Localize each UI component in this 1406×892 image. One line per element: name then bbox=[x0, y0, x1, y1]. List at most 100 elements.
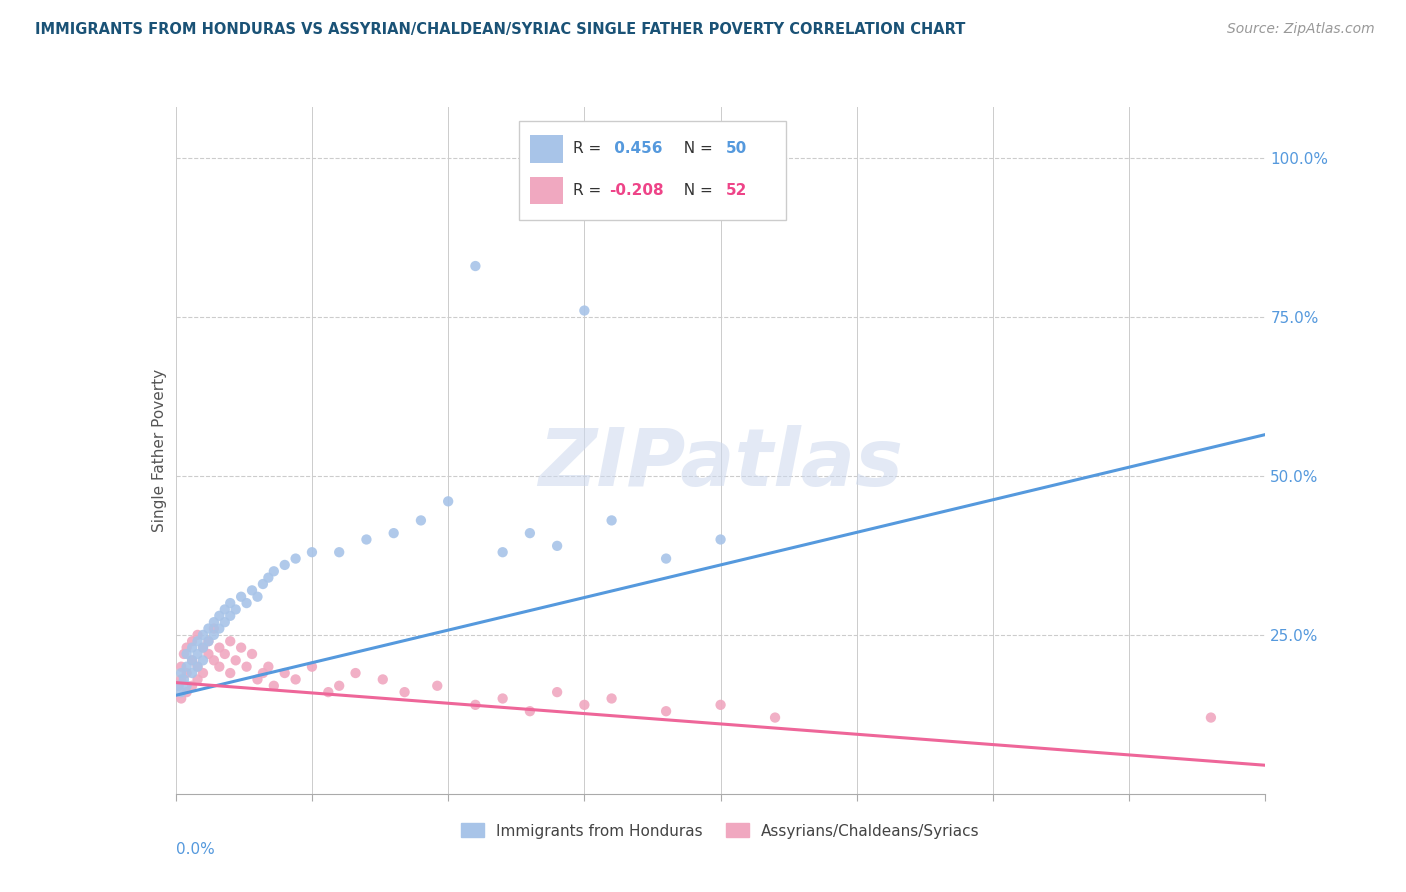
Point bbox=[655, 551, 678, 566]
Point bbox=[252, 666, 274, 681]
Point bbox=[208, 640, 231, 655]
Point bbox=[197, 647, 219, 661]
Point bbox=[219, 608, 242, 623]
Point bbox=[710, 698, 733, 712]
Point bbox=[208, 659, 231, 673]
Point bbox=[186, 634, 209, 648]
Point bbox=[202, 653, 225, 667]
Point bbox=[170, 685, 193, 699]
Point bbox=[186, 659, 209, 673]
Text: -0.208: -0.208 bbox=[609, 183, 664, 198]
Text: 0.456: 0.456 bbox=[609, 141, 664, 156]
Point bbox=[197, 634, 219, 648]
Point bbox=[191, 666, 214, 681]
Point bbox=[167, 679, 190, 693]
Point bbox=[225, 602, 247, 616]
Point bbox=[464, 259, 486, 273]
Point bbox=[176, 679, 198, 693]
Point bbox=[208, 608, 231, 623]
Text: N =: N = bbox=[673, 183, 717, 198]
Point bbox=[426, 679, 449, 693]
Text: R =: R = bbox=[574, 183, 606, 198]
Point bbox=[371, 673, 394, 687]
Point bbox=[394, 685, 416, 699]
Point bbox=[186, 659, 209, 673]
Point bbox=[170, 659, 193, 673]
Point bbox=[519, 526, 541, 541]
Point bbox=[235, 596, 257, 610]
Point bbox=[240, 583, 263, 598]
Point bbox=[763, 710, 786, 724]
Point bbox=[191, 628, 214, 642]
Point bbox=[181, 653, 204, 667]
Point bbox=[710, 533, 733, 547]
Bar bbox=[530, 135, 562, 162]
Point bbox=[492, 545, 515, 559]
Text: 50: 50 bbox=[725, 141, 747, 156]
Point bbox=[600, 513, 623, 527]
Bar bbox=[530, 177, 562, 204]
Point bbox=[246, 590, 269, 604]
Point bbox=[173, 673, 195, 687]
Point bbox=[219, 666, 242, 681]
Text: R =: R = bbox=[574, 141, 606, 156]
Point bbox=[181, 634, 204, 648]
Point bbox=[301, 659, 323, 673]
Point bbox=[170, 673, 193, 687]
Point bbox=[170, 691, 193, 706]
Point bbox=[186, 628, 209, 642]
Point bbox=[492, 691, 515, 706]
Point bbox=[284, 673, 307, 687]
Point bbox=[214, 647, 236, 661]
Point bbox=[214, 615, 236, 630]
Point bbox=[263, 564, 285, 578]
Point bbox=[181, 679, 204, 693]
Point bbox=[382, 526, 405, 541]
Point bbox=[257, 571, 280, 585]
Legend: Immigrants from Honduras, Assyrians/Chaldeans/Syriacs: Immigrants from Honduras, Assyrians/Chal… bbox=[456, 817, 986, 845]
Point bbox=[252, 577, 274, 591]
Point bbox=[202, 628, 225, 642]
Point bbox=[202, 615, 225, 630]
Point bbox=[186, 647, 209, 661]
Point bbox=[219, 596, 242, 610]
Point bbox=[257, 659, 280, 673]
Text: 0.0%: 0.0% bbox=[176, 842, 215, 857]
Point bbox=[574, 698, 596, 712]
Point bbox=[546, 685, 568, 699]
Point bbox=[274, 558, 297, 572]
Point bbox=[344, 666, 367, 681]
Point bbox=[600, 691, 623, 706]
Point bbox=[574, 303, 596, 318]
Point bbox=[231, 640, 253, 655]
Point bbox=[246, 673, 269, 687]
Point bbox=[186, 673, 209, 687]
Point bbox=[191, 640, 214, 655]
Point bbox=[519, 704, 541, 718]
Point bbox=[409, 513, 432, 527]
Point bbox=[219, 634, 242, 648]
Point bbox=[301, 545, 323, 559]
Point bbox=[1199, 710, 1222, 724]
Point bbox=[191, 640, 214, 655]
Point bbox=[181, 640, 204, 655]
Point bbox=[176, 640, 198, 655]
Text: IMMIGRANTS FROM HONDURAS VS ASSYRIAN/CHALDEAN/SYRIAC SINGLE FATHER POVERTY CORRE: IMMIGRANTS FROM HONDURAS VS ASSYRIAN/CHA… bbox=[35, 22, 966, 37]
Point bbox=[176, 685, 198, 699]
Point bbox=[167, 679, 190, 693]
FancyBboxPatch shape bbox=[519, 120, 786, 220]
Point bbox=[464, 698, 486, 712]
Point bbox=[208, 622, 231, 636]
Text: Source: ZipAtlas.com: Source: ZipAtlas.com bbox=[1227, 22, 1375, 37]
Point bbox=[231, 590, 253, 604]
Point bbox=[328, 679, 350, 693]
Point bbox=[240, 647, 263, 661]
Point bbox=[655, 704, 678, 718]
Text: N =: N = bbox=[673, 141, 717, 156]
Text: ZIPatlas: ZIPatlas bbox=[538, 425, 903, 503]
Point bbox=[202, 622, 225, 636]
Point bbox=[181, 666, 204, 681]
Text: 52: 52 bbox=[725, 183, 748, 198]
Point bbox=[176, 666, 198, 681]
Point bbox=[318, 685, 340, 699]
